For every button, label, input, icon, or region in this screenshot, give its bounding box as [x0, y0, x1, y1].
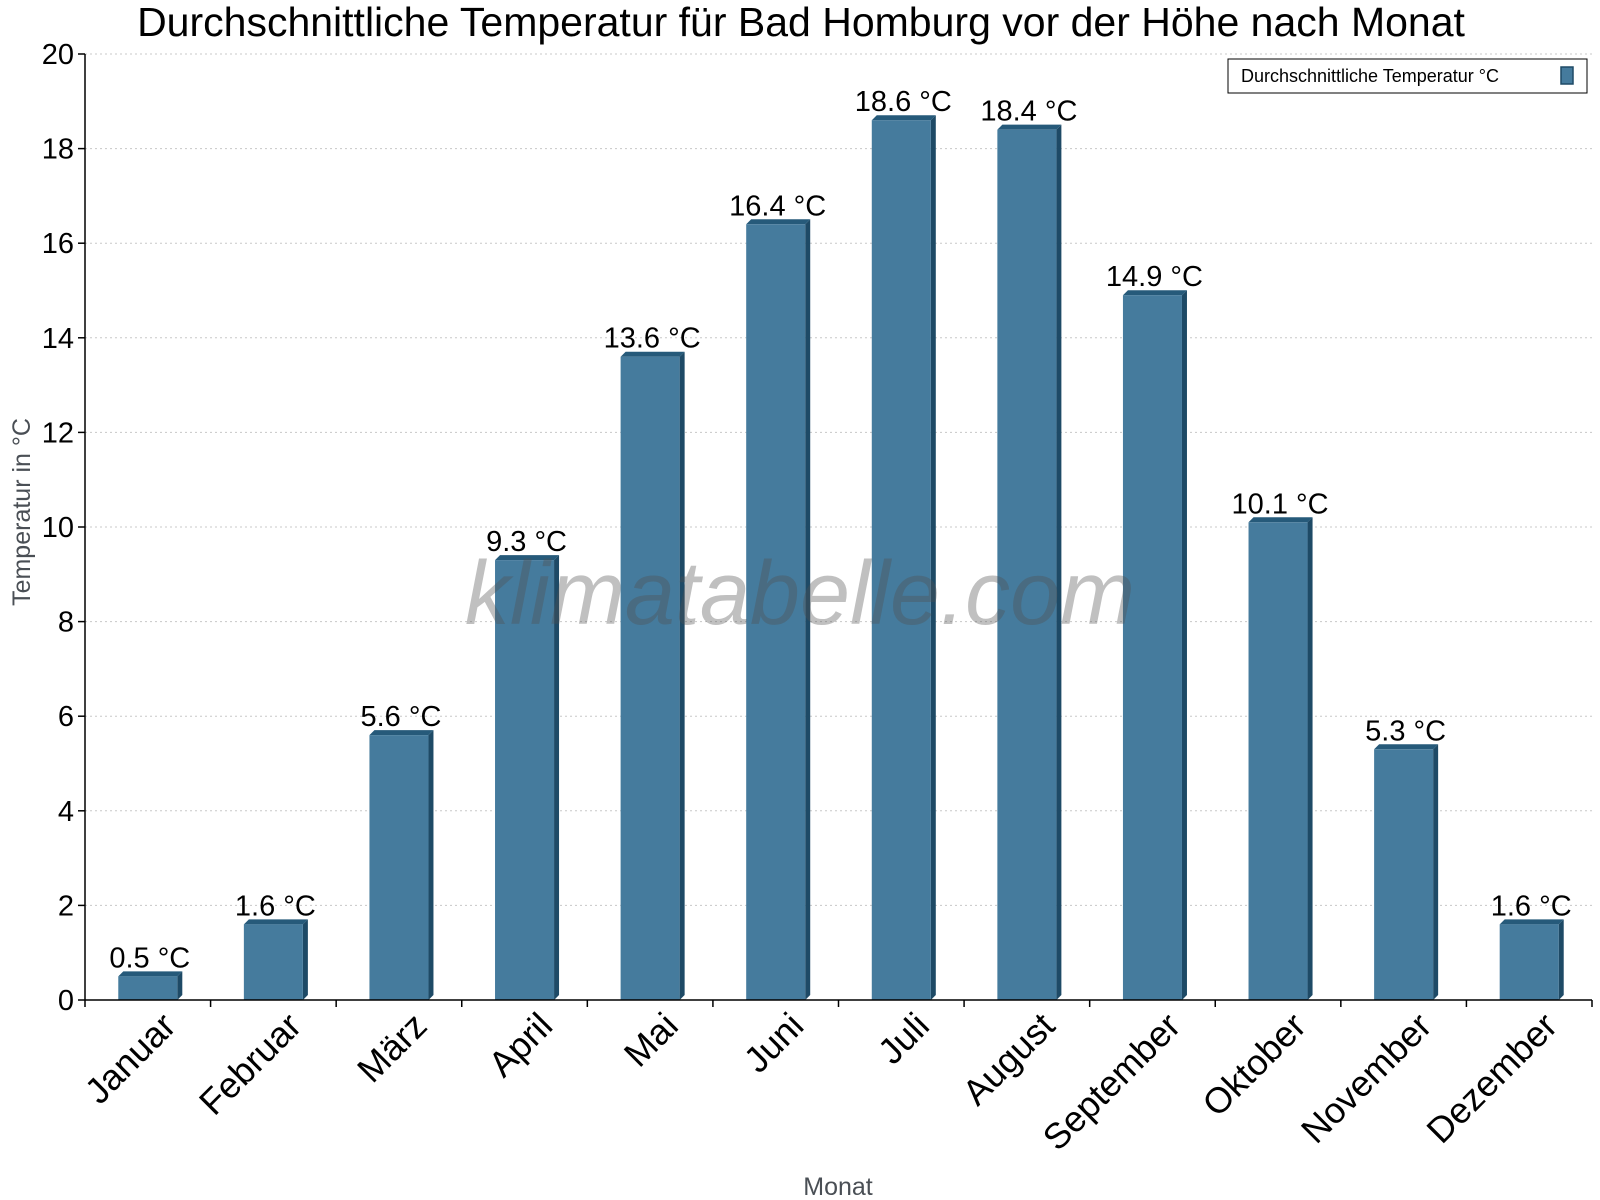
bar-12[interactable]: [1499, 919, 1564, 1000]
data-label: 1.6 °C: [1491, 890, 1572, 922]
y-tick-label: 8: [58, 607, 74, 639]
y-tick-label: 20: [42, 39, 74, 71]
y-tick-label: 10: [42, 512, 74, 544]
data-label: 10.1 °C: [1232, 488, 1329, 520]
bar-11[interactable]: [1374, 744, 1439, 1000]
data-label: 16.4 °C: [729, 190, 826, 222]
x-tick-label: Januar: [77, 1005, 184, 1112]
bar-top: [1374, 744, 1439, 750]
data-label: 13.6 °C: [604, 323, 701, 355]
bar-side: [177, 971, 183, 1000]
bar-7[interactable]: [871, 115, 936, 1001]
bar-top: [1122, 290, 1187, 296]
bar-5[interactable]: [620, 351, 685, 1001]
bar-side: [930, 115, 936, 1001]
y-axis-title: Temperatur in °C: [8, 418, 36, 606]
bar-2[interactable]: [243, 919, 308, 1000]
y-tick-label: 14: [42, 323, 74, 355]
bar-face: [495, 560, 555, 1000]
y-tick-label: 2: [58, 890, 74, 922]
legend-box: [1227, 58, 1588, 94]
bar-side: [805, 219, 811, 1000]
bar-top: [369, 730, 434, 736]
bar-4[interactable]: [495, 555, 560, 1000]
bar-6[interactable]: [746, 219, 811, 1000]
data-labels: 0.5 °C 1.6 °C 5.6 °C 9.3 °C 13.6 °C 16.4 °C 18…: [109, 86, 1571, 974]
bar-top: [871, 115, 936, 121]
bar-side: [554, 555, 560, 1000]
bar-face: [118, 976, 178, 1000]
bars: [118, 115, 1564, 1001]
bar-9[interactable]: [1122, 290, 1187, 1001]
bar-side: [1558, 919, 1564, 1000]
bar-top: [243, 919, 308, 925]
bar-face: [243, 924, 303, 1000]
bar-face: [1499, 924, 1559, 1000]
y-tick-label: 12: [42, 417, 74, 449]
bar-face: [1248, 522, 1308, 1000]
x-axis-title: Monat: [803, 1173, 873, 1200]
bar-top: [118, 971, 183, 977]
bar-top: [1499, 919, 1564, 925]
data-label: 18.6 °C: [855, 86, 952, 118]
chart-title: Durchschnittliche Temperatur für Bad Hom…: [137, 0, 1465, 45]
x-tick-label: September: [1035, 1005, 1189, 1159]
bar-face: [369, 735, 429, 1000]
bar-face: [620, 356, 680, 1001]
x-tick-label: November: [1293, 1005, 1439, 1151]
bar-face: [746, 224, 806, 1000]
watermark-layer: klimatabelle.com: [465, 544, 1135, 644]
bar-side: [1433, 744, 1439, 1000]
data-label: 14.9 °C: [1106, 261, 1203, 293]
bar-1[interactable]: [118, 971, 183, 1000]
x-tick-label: März: [349, 1005, 435, 1091]
bar-side: [302, 919, 308, 1000]
y-tick-label: 4: [58, 796, 74, 828]
legend-swatch: [1560, 66, 1574, 85]
x-tick-label: Dezember: [1418, 1005, 1564, 1151]
data-label: 0.5 °C: [109, 942, 190, 974]
x-tick-label: Mai: [616, 1005, 686, 1075]
x-tick-label: Oktober: [1194, 1005, 1314, 1125]
bar-side: [1181, 290, 1187, 1001]
data-label: 9.3 °C: [486, 526, 567, 558]
x-tick-label: Juni: [736, 1005, 812, 1081]
bar-face: [997, 129, 1057, 1000]
bar-8[interactable]: [997, 124, 1062, 1001]
bar-face: [1122, 295, 1182, 1001]
x-tick-label: April: [480, 1005, 560, 1085]
x-tick-label: Juli: [870, 1005, 937, 1072]
y-tick-label: 0: [58, 985, 74, 1017]
bar-side: [1307, 517, 1313, 1000]
legend-label: Durchschnittliche Temperatur °C: [1241, 66, 1499, 86]
data-label: 5.6 °C: [360, 701, 441, 733]
bar-top: [620, 351, 685, 357]
y-tick-label: 6: [58, 701, 74, 733]
bar-top: [495, 555, 560, 561]
y-tick-label: 16: [42, 228, 74, 260]
bar-top: [997, 124, 1062, 130]
bar-side: [679, 351, 685, 1001]
bar-face: [871, 120, 931, 1001]
bar-side: [1056, 124, 1062, 1001]
y-tick-label: 18: [42, 134, 74, 166]
grid-lines: [85, 53, 1592, 906]
bar-3[interactable]: [369, 730, 434, 1000]
watermark: klimatabelle.com: [465, 544, 1135, 644]
bar-side: [428, 730, 434, 1000]
bar-10[interactable]: [1248, 517, 1313, 1000]
bar-face: [1374, 749, 1434, 1000]
legend[interactable]: Durchschnittliche Temperatur °C: [1227, 58, 1588, 94]
x-tick-label: August: [954, 1005, 1062, 1113]
data-label: 18.4 °C: [980, 96, 1077, 128]
data-label: 1.6 °C: [235, 890, 316, 922]
data-label: 5.3 °C: [1365, 715, 1446, 747]
bar-top: [1248, 517, 1313, 523]
bar-top: [746, 219, 811, 225]
x-tick-label: Februar: [191, 1005, 309, 1123]
